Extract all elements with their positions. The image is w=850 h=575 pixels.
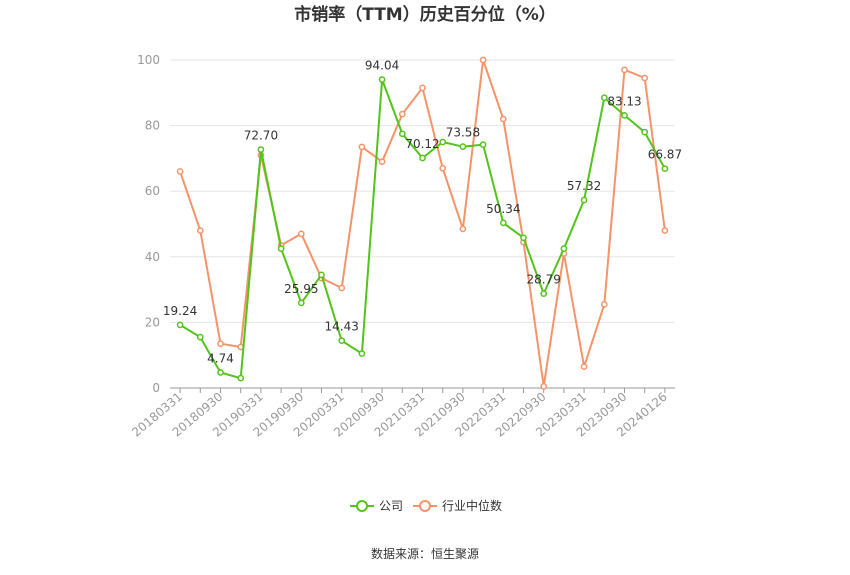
data-label: 57.32 (567, 179, 601, 193)
data-label: 72.70 (244, 129, 278, 143)
y-tick-label: 100 (137, 53, 160, 67)
y-tick-label: 80 (145, 119, 160, 133)
data-point (217, 369, 224, 376)
data-point (499, 115, 507, 123)
data-point (479, 56, 487, 64)
data-label: 73.58 (446, 126, 480, 140)
data-point (600, 301, 608, 308)
data-label: 94.04 (365, 59, 399, 73)
data-label: 70.12 (405, 137, 439, 151)
data-point (580, 363, 588, 371)
data-point (297, 299, 305, 307)
data-label: 66.87 (648, 148, 682, 162)
data-point (621, 111, 628, 119)
data-point (419, 84, 426, 92)
data-point (459, 143, 467, 151)
data-point (378, 76, 386, 83)
x-axis: 2018033120180930201903312019093020200331… (129, 387, 675, 440)
data-point (237, 374, 245, 382)
data-point (196, 333, 204, 341)
data-label: 19.24 (163, 304, 197, 318)
data-point (560, 245, 568, 252)
data-point (257, 146, 265, 153)
data-point (176, 321, 184, 329)
data-label: 4.74 (207, 351, 234, 365)
data-label: 50.34 (486, 202, 520, 216)
legend-label: 行业中位数 (442, 498, 502, 513)
data-point (217, 340, 224, 348)
data-point (520, 234, 527, 242)
data-point (661, 227, 669, 234)
chart-title: 市销率（TTM）历史百分位（%） (294, 4, 556, 25)
data-point (479, 141, 487, 148)
y-tick-label: 0 (152, 381, 160, 395)
data-point (338, 337, 346, 345)
data-point (419, 154, 426, 162)
data-point (277, 245, 285, 252)
data-point (641, 128, 649, 136)
legend[interactable]: 公司 行业中位数 (350, 498, 502, 513)
legend-marker (419, 500, 431, 512)
grid-lines (170, 59, 675, 323)
data-point (661, 165, 669, 173)
data-point (459, 225, 467, 233)
data-point (358, 143, 366, 151)
y-tick-label: 20 (145, 315, 160, 329)
y-tick-label: 40 (145, 250, 160, 264)
y-axis-ticks: 0 20 40 60 80 100 (137, 53, 160, 395)
data-point (176, 168, 184, 175)
data-point (621, 66, 628, 74)
data-labels: 19.24 4.74 72.70 25.95 14.43 94.04 70.12 73.58 5… (163, 59, 682, 366)
data-point (439, 138, 447, 146)
data-point (540, 383, 548, 390)
data-label: 83.13 (607, 94, 641, 108)
data-point (338, 284, 346, 292)
series-line-1 (179, 59, 666, 388)
data-point (499, 219, 507, 227)
data-point (641, 74, 649, 82)
data-label: 25.95 (284, 282, 318, 296)
data-point (540, 290, 548, 297)
legend-marker (356, 500, 368, 512)
data-label: 14.43 (325, 320, 359, 334)
data-point (398, 110, 406, 118)
series-group (176, 56, 669, 390)
data-point (600, 94, 608, 102)
data-point (580, 196, 588, 204)
data-point (297, 230, 305, 238)
data-point (378, 158, 386, 166)
legend-label: 公司 (379, 499, 403, 513)
y-tick-label: 60 (145, 184, 160, 198)
source-note: 数据来源：恒生聚源 (371, 546, 479, 561)
data-point (196, 227, 204, 234)
data-point (358, 350, 366, 357)
data-point (439, 164, 447, 172)
data-point (398, 130, 406, 138)
data-point (318, 271, 325, 279)
data-label: 28.79 (527, 273, 561, 287)
